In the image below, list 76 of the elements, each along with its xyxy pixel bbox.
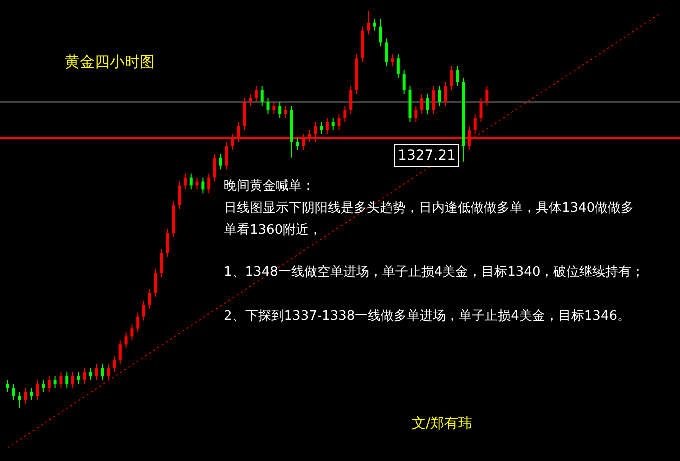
candlestick — [42, 380, 45, 393]
candlestick — [18, 392, 22, 409]
candlestick — [367, 10, 370, 36]
candlestick — [260, 86, 264, 107]
candlestick — [166, 228, 170, 258]
candlestick — [136, 312, 140, 334]
candlestick — [184, 173, 187, 190]
candlestick — [456, 66, 460, 87]
candlestick — [450, 66, 454, 91]
candlestick — [6, 380, 10, 393]
candlestick — [391, 54, 394, 68]
candlestick — [148, 288, 152, 310]
annotation: 2、下探到1337-1338一线做多单进场，单子止损4美金，目标1346。 — [224, 308, 630, 324]
candlestick — [379, 18, 382, 48]
candlestick — [486, 86, 489, 107]
candlestick — [112, 356, 116, 373]
candlestick — [243, 98, 246, 131]
candlestick — [396, 54, 400, 79]
annotation: 晚间黄金喊单： — [224, 179, 315, 194]
candlestick — [385, 38, 388, 68]
candlestick — [66, 372, 69, 389]
candlestick — [54, 376, 57, 389]
candlestick — [208, 173, 211, 194]
candlestick — [254, 86, 258, 103]
candlestick — [420, 94, 424, 115]
candlestick — [196, 177, 199, 190]
candlestick — [24, 388, 28, 405]
candlestick — [60, 372, 63, 389]
candlestick — [249, 94, 252, 107]
candlestick — [266, 98, 270, 115]
candlestick — [160, 248, 164, 278]
candlestick — [89, 368, 92, 381]
candlestick — [326, 118, 329, 135]
candlestick — [190, 173, 193, 190]
candlestick — [214, 153, 217, 182]
candlestick — [284, 106, 288, 119]
text: 黄金四小时图 — [65, 53, 155, 71]
candlestick — [77, 372, 80, 385]
text: 文/郑有玮 — [412, 416, 473, 432]
candlestick — [48, 376, 51, 393]
annotation: 单看1360附近， — [224, 223, 322, 238]
candlestick — [36, 380, 40, 401]
candlestick — [219, 153, 222, 170]
candlestick — [278, 102, 282, 119]
candlestick — [402, 70, 406, 95]
candlestick — [373, 18, 376, 32]
candlestick — [350, 86, 353, 115]
candlestick — [124, 332, 128, 350]
annotation: 1、1348一线做空单进场，单子止损4美金，目标1340，破位继续持有； — [224, 264, 645, 280]
candlestick — [83, 368, 86, 385]
candlestick — [344, 106, 347, 123]
annotation: 日线图显示下阴阳线是多头趋势，日内逢低做做多单，具体1340做做多 — [224, 201, 634, 216]
candlestick — [474, 114, 477, 135]
candlestick — [338, 114, 341, 131]
candlestick — [414, 106, 418, 123]
candlestick — [178, 181, 182, 210]
candlestick — [332, 118, 335, 131]
candlestick — [107, 364, 110, 381]
annotation: 1327.21 — [398, 148, 456, 164]
candlestick — [202, 177, 205, 194]
candlestick — [72, 372, 75, 389]
candlestick — [320, 122, 324, 135]
candlestick — [101, 364, 104, 381]
candlestick — [142, 300, 146, 322]
candlestick — [12, 384, 16, 401]
candlestick — [154, 268, 158, 298]
candlestick — [95, 364, 98, 381]
candlestick — [118, 340, 122, 365]
candlestick — [296, 138, 300, 150]
candlestick — [225, 142, 228, 170]
candlestick — [438, 86, 442, 107]
candlestick — [444, 82, 448, 107]
candlestick — [426, 94, 430, 115]
candlestick — [480, 98, 483, 123]
candlestick — [432, 86, 436, 115]
candlestick — [130, 324, 134, 342]
